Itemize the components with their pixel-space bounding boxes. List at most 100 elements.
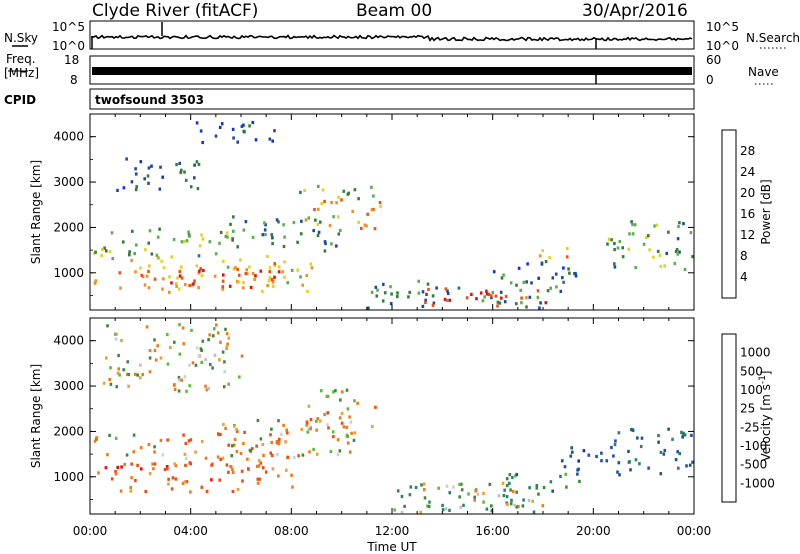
- scatter-cell: [340, 411, 344, 416]
- scatter-cell: [183, 240, 186, 244]
- scatter-cell: [182, 342, 185, 346]
- scatter-cell: [102, 381, 106, 385]
- scatter-cell: [194, 450, 197, 454]
- scatter-cell: [165, 465, 169, 469]
- scatter-cell: [408, 493, 412, 497]
- scatter-cell: [277, 265, 281, 269]
- scatter-cell: [232, 267, 236, 271]
- scatter-cell: [119, 286, 122, 290]
- scatter-cell: [197, 162, 201, 166]
- scatter-cell: [197, 353, 201, 357]
- x-tick-label: 12:00: [375, 524, 410, 538]
- scatter-cell: [233, 437, 237, 441]
- scatter-cell: [115, 332, 118, 336]
- scatter-cell: [683, 433, 687, 437]
- scatter-cell: [417, 279, 420, 283]
- scatter-cell: [348, 415, 351, 419]
- scatter-cell: [159, 438, 163, 443]
- scatter-cell: [505, 495, 509, 499]
- scatter-cell: [207, 387, 210, 391]
- scatter-cell: [663, 448, 667, 453]
- scatter-cell: [621, 246, 624, 250]
- scatter-cell: [509, 488, 512, 492]
- colorbar-tick-label: 500: [740, 364, 763, 378]
- scatter-cell: [340, 198, 343, 202]
- scatter-cell: [305, 421, 309, 425]
- scatter-cell: [425, 292, 428, 296]
- scatter-cell: [509, 502, 513, 506]
- scatter-cell: [676, 450, 679, 454]
- scatter-cell: [554, 272, 558, 276]
- scatter-cell: [155, 253, 159, 257]
- scatter-cell: [515, 302, 518, 306]
- scatter-cell: [178, 352, 182, 356]
- scatter-cell: [631, 232, 635, 236]
- velocity-y-axis-label: Slant Range [km]: [29, 364, 43, 468]
- scatter-cell: [210, 478, 213, 482]
- scatter-cell: [539, 301, 542, 305]
- scatter-cell: [241, 286, 245, 290]
- scatter-cell: [173, 387, 177, 391]
- x-axis-label: Time UT: [366, 540, 417, 554]
- scatter-cell: [520, 296, 523, 300]
- scatter-cell: [178, 161, 181, 165]
- scatter-cell: [251, 235, 255, 239]
- scatter-cell: [435, 286, 438, 290]
- scatter-cell: [282, 244, 286, 249]
- scatter-cell: [188, 363, 191, 367]
- colorbar-tick-label: -25: [740, 420, 760, 434]
- scatter-cell: [244, 220, 248, 224]
- scatter-cell: [273, 264, 277, 268]
- scatter-cell: [317, 184, 320, 188]
- scatter-cell: [221, 287, 225, 291]
- scatter-cell: [139, 376, 142, 380]
- scatter-cell: [336, 453, 340, 457]
- scatter-cell: [108, 378, 111, 382]
- scatter-cell: [246, 457, 249, 461]
- scatter-cell: [345, 388, 349, 392]
- scatter-cell: [275, 218, 279, 222]
- scatter-cell: [259, 437, 263, 441]
- scatter-cell: [168, 290, 171, 294]
- scatter-cell: [159, 356, 163, 360]
- scatter-cell: [417, 291, 421, 295]
- scatter-cell: [339, 228, 342, 233]
- scatter-cell: [222, 422, 225, 426]
- scatter-cell: [460, 488, 464, 492]
- scatter-cell: [673, 261, 677, 266]
- y-tick-label: 1000: [53, 266, 84, 280]
- scatter-cell: [349, 420, 353, 424]
- scatter-cell: [503, 488, 506, 492]
- freq-unit-label: [MHz]: [4, 66, 39, 80]
- scatter-cell: [148, 264, 151, 268]
- scatter-cell: [217, 432, 220, 436]
- scatter-cell: [610, 238, 613, 242]
- noise-right-tick-low: 10^0: [706, 39, 739, 53]
- scatter-cell: [658, 253, 662, 257]
- scatter-cell: [228, 284, 232, 288]
- scatter-cell: [184, 283, 187, 287]
- scatter-cell: [140, 273, 143, 277]
- scatter-cell: [122, 186, 126, 190]
- scatter-cell: [224, 327, 227, 331]
- beam-label: Beam 00: [356, 1, 432, 21]
- scatter-cell: [508, 473, 512, 477]
- scatter-cell: [209, 362, 212, 367]
- scatter-cell: [515, 283, 518, 287]
- scatter-cell: [166, 333, 169, 337]
- scatter-cell: [675, 248, 679, 252]
- scatter-cell: [184, 178, 188, 182]
- scatter-cell: [219, 457, 222, 461]
- scatter-cell: [273, 129, 276, 133]
- scatter-cell: [613, 248, 616, 252]
- scatter-cell: [667, 230, 670, 234]
- scatter-cell: [194, 363, 198, 367]
- scatter-cell: [458, 482, 461, 486]
- scatter-cell: [682, 431, 685, 435]
- scatter-cell: [437, 486, 440, 490]
- scatter-cell: [566, 247, 569, 251]
- scatter-cell: [431, 303, 435, 308]
- scatter-cell: [370, 208, 374, 212]
- scatter-cell: [172, 237, 176, 242]
- scatter-cell: [156, 235, 160, 239]
